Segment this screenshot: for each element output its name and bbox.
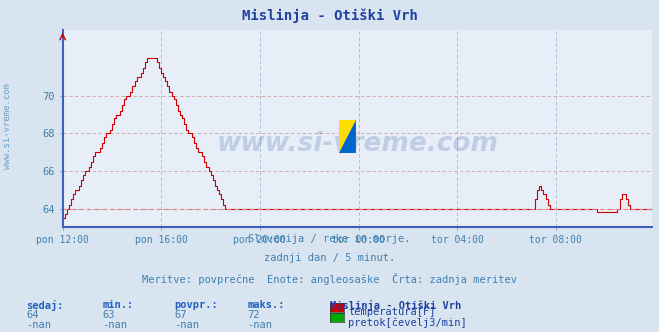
Text: 64: 64: [26, 310, 39, 320]
Text: zadnji dan / 5 minut.: zadnji dan / 5 minut.: [264, 253, 395, 263]
Polygon shape: [339, 120, 356, 153]
Text: Meritve: povprečne  Enote: angleosaške  Črta: zadnja meritev: Meritve: povprečne Enote: angleosaške Čr…: [142, 273, 517, 285]
Text: pretok[čevelj3/min]: pretok[čevelj3/min]: [348, 317, 467, 328]
Polygon shape: [339, 120, 356, 153]
Text: 67: 67: [175, 310, 187, 320]
Text: -nan: -nan: [175, 320, 200, 330]
Text: -nan: -nan: [102, 320, 127, 330]
Text: min.:: min.:: [102, 300, 133, 310]
Text: sedaj:: sedaj:: [26, 300, 64, 311]
Text: 63: 63: [102, 310, 115, 320]
Text: Mislinja - Otiški Vrh: Mislinja - Otiški Vrh: [330, 300, 461, 311]
Text: temperatura[F]: temperatura[F]: [348, 307, 436, 317]
Text: Mislinja - Otiški Vrh: Mislinja - Otiški Vrh: [242, 8, 417, 23]
Text: -nan: -nan: [247, 320, 272, 330]
Text: -nan: -nan: [26, 320, 51, 330]
Text: 72: 72: [247, 310, 260, 320]
Text: www.si-vreme.com: www.si-vreme.com: [3, 83, 13, 169]
Text: Slovenija / reke in morje.: Slovenija / reke in morje.: [248, 234, 411, 244]
Text: povpr.:: povpr.:: [175, 300, 218, 310]
Text: www.si-vreme.com: www.si-vreme.com: [217, 131, 498, 157]
Text: maks.:: maks.:: [247, 300, 285, 310]
